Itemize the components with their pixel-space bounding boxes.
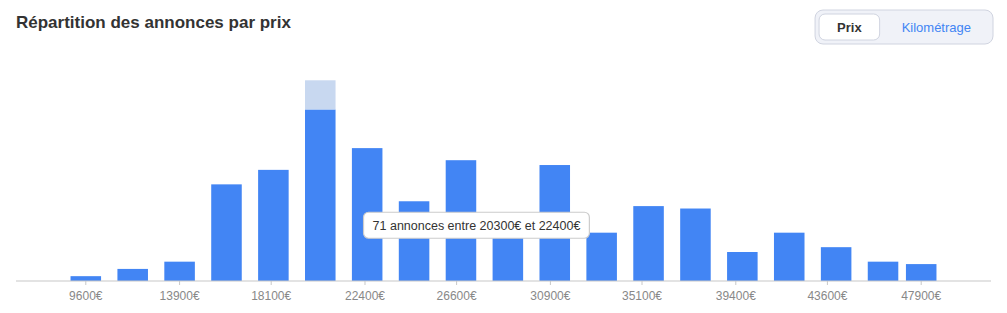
x-tick [921,281,922,285]
x-tick-label: 43600€ [807,289,847,303]
x-tick [642,281,643,285]
bar [633,206,664,281]
tooltip: 71 annonces entre 20300€ et 22400€ [364,212,590,238]
x-tick-label: 13900€ [160,289,200,303]
bar [774,233,805,281]
button-selected[interactable]: Prix [819,14,880,40]
bars [71,80,937,281]
x-ticks: 9600€ 13900€ 18100€ 22400€ 26600€ 30900€ 35100… [69,281,941,303]
x-tick [550,281,551,285]
bar [117,269,148,281]
bar [164,262,195,281]
tooltip-box [364,212,590,238]
button-panel: Prix Kilométrage [815,10,993,44]
x-tick-label: 9600€ [69,289,103,303]
tooltip-text: 71 annonces entre 20300€ et 22400€ [373,219,581,233]
button-label[interactable]: Prix [837,20,862,35]
bar [727,252,758,281]
x-tick [271,281,272,285]
bar [305,109,336,281]
x-tick [456,281,457,285]
x-tick-label: 30900€ [530,289,570,303]
bar [821,247,852,281]
bar [680,209,711,281]
x-tick-label: 35100€ [622,289,662,303]
bar [258,170,289,281]
x-tick-label: 39400€ [716,289,756,303]
x-tick-label: 22400€ [345,289,385,303]
bar [586,233,617,281]
x-tick [179,281,180,285]
bar [71,276,102,281]
x-tick-label: 47900€ [901,289,941,303]
button-bg[interactable] [819,14,880,40]
title: Répartition des annonces par prix [16,13,291,32]
bar-highlight-top [305,80,336,109]
bar [906,264,937,281]
button-panel-bg [815,10,993,44]
chart: Répartition des annonces par prix Prix Kil… [0,0,1007,313]
bar [868,262,899,281]
x-tick [364,281,365,285]
x-tick-label: 26600€ [437,289,477,303]
bar [211,184,242,281]
button[interactable]: Kilométrage [902,20,971,35]
x-tick-label: 18100€ [251,289,291,303]
x-tick [85,281,86,285]
x-tick [827,281,828,285]
button-label[interactable]: Kilométrage [902,20,971,35]
x-axis-line [16,280,991,281]
x-tick [735,281,736,285]
